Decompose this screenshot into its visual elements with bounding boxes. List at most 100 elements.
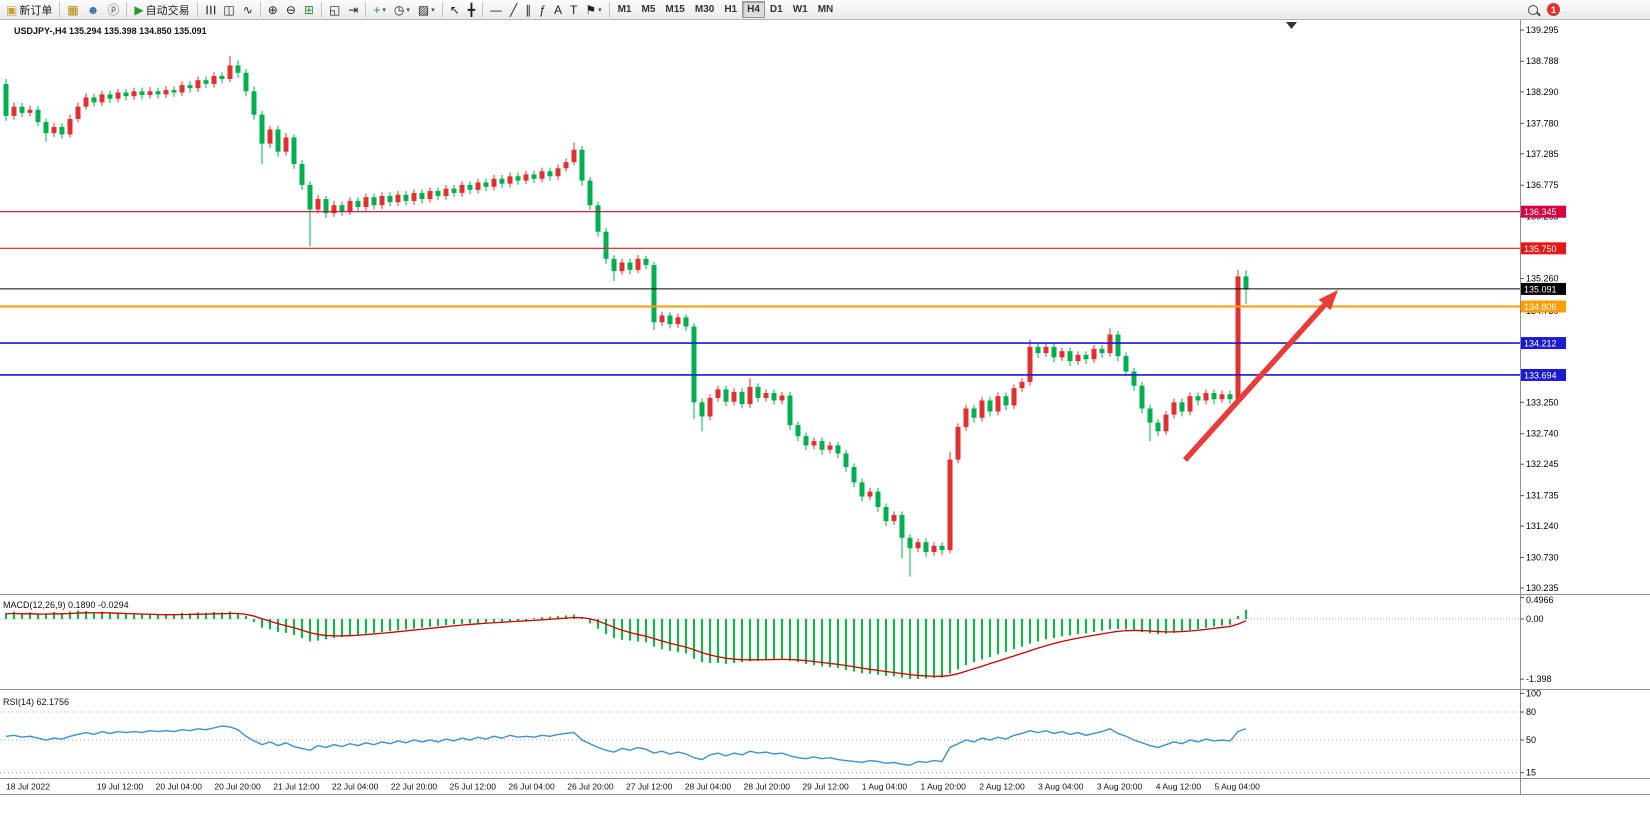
candle-body — [875, 491, 881, 508]
macd-axis-label: 0.4966 — [1526, 595, 1554, 605]
profiles-button[interactable]: ☻ — [83, 1, 104, 18]
time-axis-label: 26 Jul 04:00 — [508, 782, 555, 792]
crosshair-button[interactable]: ╋ — [464, 1, 479, 18]
candle-body — [211, 75, 217, 84]
horizontal-line-button[interactable]: — — [486, 1, 506, 18]
timeframe-d1-button[interactable]: D1 — [765, 1, 788, 18]
timeframe-m5-button[interactable]: M5 — [637, 1, 661, 18]
hline-134.212-badge-label: 134.212 — [1524, 339, 1557, 349]
data-window-button[interactable]: ⓟ — [103, 1, 123, 18]
new-order-button[interactable]: ▣ 新订单 — [2, 1, 56, 18]
text-label-icon: T — [569, 2, 578, 17]
equidistant-channel-icon: ∥ — [525, 2, 532, 17]
equidistant-channel-button[interactable]: ∥ — [521, 1, 535, 18]
hline-133.694-badge-label: 133.694 — [1524, 370, 1557, 380]
candle-body — [795, 425, 801, 437]
chevron-down-icon: ▾ — [382, 6, 386, 14]
price-axis-label: 138.788 — [1526, 56, 1559, 66]
text-button[interactable]: A — [550, 1, 566, 18]
candle-body — [419, 192, 425, 200]
toolbar-separator — [59, 2, 61, 17]
zoom-out-icon: ⊖ — [285, 2, 296, 17]
text-label-button[interactable]: T — [566, 1, 581, 18]
auto-trading-button[interactable]: ▶ 自动交易 — [130, 1, 193, 18]
text-icon: A — [553, 2, 562, 17]
chart-shift-button[interactable]: ⇥ — [344, 1, 362, 18]
candle-body — [107, 94, 113, 99]
current-price-badge-label: 135.091 — [1524, 284, 1557, 294]
candle-body — [835, 445, 841, 454]
macd-indicator-label: MACD(12,26,9) 0.1890 -0.0294 — [3, 600, 129, 610]
tile-windows-button[interactable]: ⊞ — [300, 1, 318, 18]
chart-canvas[interactable]: 139.295 138.788 138.290 137.780 137.285 136.7… — [0, 20, 1650, 829]
trend-line-icon: ╱ — [510, 2, 518, 17]
candle-body — [371, 197, 377, 206]
candle-body — [435, 191, 441, 196]
candle-body — [75, 106, 81, 119]
timeframe-m30-button[interactable]: M30 — [690, 1, 719, 18]
price-axis-label: 135.260 — [1526, 274, 1559, 284]
chevron-down-icon: ▾ — [598, 6, 602, 14]
candle-body — [339, 205, 345, 212]
trend-arrow-annotation[interactable] — [1182, 303, 1327, 462]
bar-chart-button[interactable]: ☰ — [201, 1, 220, 18]
scroll-to-end-marker[interactable] — [1286, 22, 1297, 29]
chart-window-button[interactable]: ▦ — [63, 1, 82, 18]
price-axis-label: 133.250 — [1526, 397, 1559, 407]
auto-trading-label: 自动交易 — [145, 4, 190, 17]
periods-button[interactable]: ◷ ▾ — [390, 1, 414, 18]
toolbar-separator — [365, 2, 367, 17]
timeframe-h1-button[interactable]: H1 — [719, 1, 742, 18]
timeframe-w1-button[interactable]: W1 — [788, 1, 813, 18]
candle-body — [395, 194, 401, 203]
candle-body — [547, 171, 553, 177]
candle-body — [907, 537, 913, 549]
timeframe-m1-button[interactable]: M1 — [613, 1, 637, 18]
candle-body — [1211, 393, 1217, 400]
line-chart-button[interactable]: ∿ — [239, 1, 257, 18]
trend-line-button[interactable]: ╱ — [506, 1, 521, 18]
candle-body — [91, 97, 97, 103]
candle-body — [779, 395, 785, 401]
candle-body — [1227, 394, 1233, 400]
candle-body — [747, 386, 753, 405]
arrows-button[interactable]: ⚑ ▾ — [581, 1, 605, 18]
templates-button[interactable]: ▨ ▾ — [414, 1, 439, 18]
hline-134.212-badge — [1521, 337, 1566, 350]
candle-body — [203, 80, 209, 84]
timeframe-m15-button[interactable]: M15 — [660, 1, 689, 18]
hline-136.345-badge-label: 136.345 — [1524, 207, 1557, 217]
zoom-in-button[interactable]: ⊕ — [264, 1, 282, 18]
price-axis-label: 132.740 — [1526, 429, 1559, 439]
search-icon[interactable] — [1528, 4, 1538, 15]
price-axis-label: 139.295 — [1526, 25, 1559, 35]
candle-body — [59, 127, 65, 135]
toolbar-group: ▣ 新订单 — [2, 1, 56, 18]
timeframe-mn-button[interactable]: MN — [813, 1, 839, 18]
candle-body — [123, 92, 129, 97]
arrange-charts-button[interactable]: ◱ — [325, 1, 344, 18]
candle-body — [595, 205, 601, 232]
hline-135.750-badge-label: 135.750 — [1524, 244, 1557, 254]
candle-body — [179, 85, 185, 93]
candle-body — [1067, 351, 1073, 362]
candle-chart-button[interactable]: ◫ — [219, 1, 238, 18]
indicators-button[interactable]: + ▾ — [369, 1, 390, 18]
time-axis-label: 21 Jul 12:00 — [273, 782, 320, 792]
zoom-out-button[interactable]: ⊖ — [282, 1, 300, 18]
candle-body — [491, 178, 497, 187]
notification-badge[interactable]: 1 — [1547, 3, 1560, 16]
time-axis-label: 22 Jul 20:00 — [391, 782, 438, 792]
candle-body — [219, 75, 225, 79]
candle-body — [347, 200, 353, 212]
candle-body — [11, 106, 17, 116]
new-order-label: 新订单 — [19, 4, 53, 17]
cursor-button[interactable]: ↖ — [446, 1, 464, 18]
chart-ohlc-header: USDJPY-,H4 135.294 135.398 134.850 135.0… — [14, 26, 207, 36]
timeframe-h4-button[interactable]: H4 — [742, 1, 765, 18]
fibonacci-button[interactable]: ƒ — [535, 1, 550, 18]
candle-body — [1147, 408, 1153, 423]
rsi-axis-label: 100 — [1526, 688, 1541, 698]
chart-shift-icon: ⇥ — [348, 2, 359, 17]
new-order-icon: ▣ — [6, 2, 18, 17]
